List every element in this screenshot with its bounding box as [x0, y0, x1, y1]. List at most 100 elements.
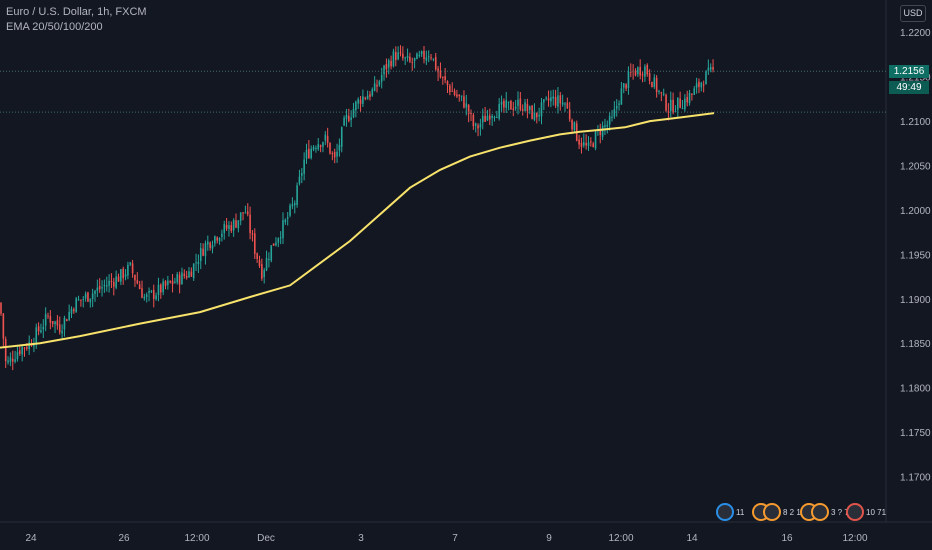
candle-body	[145, 294, 148, 297]
candle-body	[91, 293, 94, 300]
candle-body	[120, 269, 122, 282]
candle-body	[691, 93, 693, 95]
candle-body	[688, 92, 691, 104]
candle-body	[571, 119, 573, 130]
candle-body	[677, 97, 679, 110]
candle-body	[315, 147, 317, 149]
candle-body	[282, 220, 284, 239]
candle-body	[270, 245, 273, 261]
candle-body	[453, 90, 456, 96]
candle-body	[127, 264, 129, 276]
candle-body	[265, 258, 268, 271]
event-group-2[interactable]: 8 2 12	[752, 502, 805, 522]
candle-body	[355, 101, 357, 111]
event-count: 11	[736, 507, 745, 517]
candle-body	[232, 220, 235, 231]
event-group-1[interactable]: 11	[716, 502, 744, 522]
ema-line	[0, 112, 715, 349]
event-count: 10 71	[866, 507, 887, 517]
candle-body	[268, 258, 270, 260]
candle-body	[115, 276, 117, 288]
candle-body	[343, 117, 345, 126]
candle-body	[660, 92, 663, 94]
currency-button[interactable]: USD	[900, 5, 926, 22]
candle-body	[526, 103, 529, 112]
candle-body	[559, 95, 562, 104]
candle-body	[474, 123, 477, 126]
candle-body	[587, 142, 590, 146]
candle-body	[590, 141, 592, 143]
candlestick-series	[0, 45, 714, 371]
candle-body	[348, 115, 350, 122]
candle-body	[397, 52, 399, 60]
y-tick-label: 1.1950	[900, 250, 931, 261]
candle-body	[152, 289, 155, 299]
candle-body	[286, 217, 289, 219]
event-count: 8 2 12	[783, 507, 806, 517]
candle-body	[653, 77, 656, 88]
candle-body	[84, 293, 87, 299]
candle-body	[442, 76, 444, 78]
candle-body	[622, 83, 625, 88]
candle-body	[707, 67, 710, 72]
candle-body	[634, 70, 637, 76]
candle-body	[380, 74, 383, 82]
candle-body	[73, 309, 75, 312]
candle-body	[157, 284, 160, 295]
candle-body	[258, 260, 261, 266]
ema-series	[0, 112, 715, 349]
candle-body	[230, 225, 233, 232]
candle-body	[550, 97, 552, 102]
y-tick-label: 1.2200	[900, 28, 931, 39]
event-icon	[763, 503, 781, 521]
candle-body	[239, 212, 242, 221]
candle-body	[47, 315, 49, 317]
candle-body	[700, 82, 703, 88]
candle-body	[211, 245, 214, 249]
candle-body	[585, 143, 587, 146]
candle-body	[340, 127, 343, 147]
candle-body	[214, 236, 216, 244]
candle-body	[578, 139, 580, 145]
candle-body	[272, 243, 275, 246]
candle-body	[376, 84, 378, 87]
candle-body	[395, 52, 397, 61]
candle-body	[693, 88, 696, 95]
candle-body	[507, 101, 510, 103]
candle-body	[138, 284, 141, 290]
candle-body	[451, 90, 453, 92]
candle-body	[298, 176, 301, 184]
candle-body	[345, 114, 348, 119]
event-group-4[interactable]: 10 71	[846, 502, 886, 522]
event-icon	[811, 503, 829, 521]
event-group-3[interactable]: 3 ? 7	[800, 502, 849, 522]
candle-body	[312, 147, 315, 150]
candle-body	[695, 83, 698, 88]
y-tick-label: 1.1750	[900, 428, 931, 439]
candle-body	[244, 212, 247, 214]
candle-body	[181, 272, 183, 285]
x-tick-label: 7	[452, 533, 458, 544]
candle-body	[385, 64, 388, 70]
candle-body	[16, 352, 19, 360]
candle-body	[679, 98, 681, 108]
candle-body	[319, 145, 322, 147]
candle-body	[446, 81, 449, 86]
candle-body	[477, 125, 479, 129]
candle-body	[608, 116, 611, 125]
candle-body	[430, 57, 432, 59]
candle-body	[512, 108, 515, 110]
symbol-title: Euro / U.S. Dollar, 1h, FXCM	[6, 6, 147, 18]
candle-body	[536, 112, 538, 118]
candle-body	[540, 102, 543, 117]
candle-body	[712, 67, 714, 70]
candle-body	[357, 99, 359, 104]
candle-body	[615, 106, 618, 109]
candle-body	[399, 52, 402, 54]
candle-body	[543, 99, 545, 103]
y-tick-label: 1.1900	[900, 295, 931, 306]
candle-body	[383, 65, 385, 75]
candle-body	[96, 287, 99, 291]
